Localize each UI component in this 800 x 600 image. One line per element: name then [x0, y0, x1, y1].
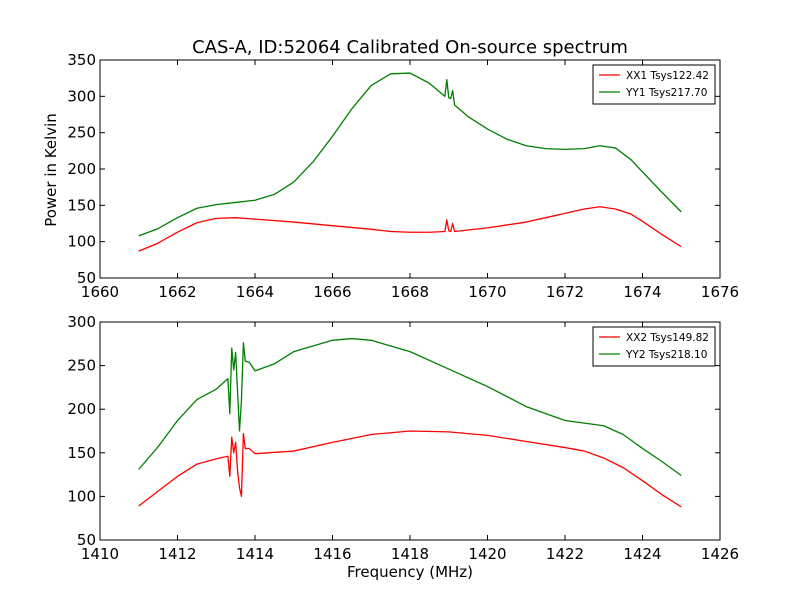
legend-box-1	[592, 64, 716, 105]
x-tick-label: 1422	[546, 545, 584, 563]
x-tick-label: 1664	[236, 283, 274, 301]
x-tick-label: 1418	[391, 545, 429, 563]
y-tick-label: 250	[67, 357, 96, 375]
legend-label: XX2 Tsys149.82	[626, 332, 709, 344]
x-tick-label: 1676	[701, 283, 739, 301]
x-tick-label: 1660	[81, 283, 119, 301]
x-tick-label: 1412	[158, 545, 196, 563]
chart-title: CAS-A, ID:52064 Calibrated On-source spe…	[192, 37, 628, 58]
y-tick-label: 100	[67, 487, 96, 505]
x-tick-label: 1410	[81, 545, 119, 563]
y-axis-label: Power in Kelvin	[42, 113, 60, 227]
x-tick-label: 1426	[701, 545, 739, 563]
y-tick-label: 300	[67, 87, 96, 105]
y-tick-label: 50	[77, 531, 96, 549]
x-tick-label: 1674	[623, 283, 661, 301]
y-tick-label: 300	[67, 313, 96, 331]
y-tick-label: 150	[67, 444, 96, 462]
x-tick-label: 1416	[313, 545, 351, 563]
legend-label: YY1 Tsys217.70	[625, 87, 707, 99]
y-tick-label: 200	[67, 160, 96, 178]
x-tick-label: 1414	[236, 545, 274, 563]
series-line-1-2	[138, 72, 682, 237]
legend-label: YY2 Tsys218.10	[625, 349, 707, 361]
y-tick-label: 350	[67, 51, 96, 69]
x-tick-label: 1420	[468, 545, 506, 563]
y-tick-label: 150	[67, 196, 96, 214]
legend-label: XX1 Tsys122.42	[626, 70, 709, 82]
legend-box-2	[592, 326, 716, 367]
series-line-2-2	[138, 337, 682, 476]
x-tick-label: 1424	[623, 545, 661, 563]
series-line-1-1	[138, 206, 682, 252]
x-tick-label: 1666	[313, 283, 351, 301]
x-axis-label: Frequency (MHz)	[347, 563, 473, 581]
x-tick-label: 1668	[391, 283, 429, 301]
y-tick-label: 200	[67, 400, 96, 418]
x-tick-label: 1672	[546, 283, 584, 301]
y-tick-label: 50	[77, 269, 96, 287]
series-line-2-1	[138, 430, 682, 508]
y-tick-label: 250	[67, 124, 96, 142]
x-tick-label: 1670	[468, 283, 506, 301]
y-tick-label: 100	[67, 233, 96, 251]
x-tick-label: 1662	[158, 283, 196, 301]
